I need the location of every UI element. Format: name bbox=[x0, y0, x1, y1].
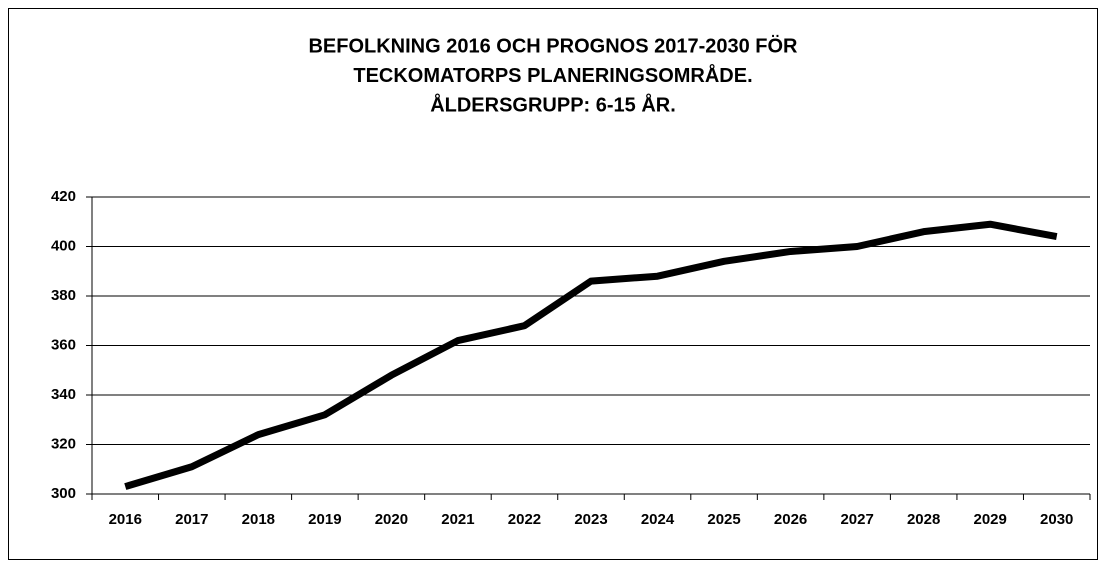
x-tick-label: 2025 bbox=[707, 511, 740, 528]
y-tick-label: 320 bbox=[51, 435, 76, 452]
chart-border bbox=[8, 8, 1098, 560]
x-tick-label: 2023 bbox=[574, 511, 607, 528]
x-tick-label: 2018 bbox=[242, 511, 275, 528]
x-tick-label: 2028 bbox=[907, 511, 940, 528]
x-tick-label: 2016 bbox=[109, 511, 142, 528]
x-tick-label: 2024 bbox=[641, 511, 675, 528]
chart-title: ÅLDERSGRUPP: 6-15 ÅR. bbox=[430, 92, 676, 116]
x-tick-label: 2022 bbox=[508, 511, 541, 528]
x-tick-label: 2030 bbox=[1040, 511, 1073, 528]
y-tick-label: 380 bbox=[51, 287, 76, 304]
y-tick-label: 340 bbox=[51, 386, 76, 403]
x-tick-label: 2029 bbox=[974, 511, 1007, 528]
y-tick-label: 300 bbox=[51, 485, 76, 502]
x-tick-label: 2021 bbox=[441, 511, 474, 528]
x-tick-label: 2019 bbox=[308, 511, 341, 528]
y-tick-label: 420 bbox=[51, 188, 76, 205]
chart-title: BEFOLKNING 2016 OCH PROGNOS 2017-2030 FÖ… bbox=[308, 34, 798, 57]
y-tick-label: 360 bbox=[51, 336, 76, 353]
chart-title: TECKOMATORPS PLANERINGSOMRÅDE. bbox=[353, 63, 752, 87]
x-tick-label: 2027 bbox=[840, 511, 873, 528]
x-tick-label: 2020 bbox=[375, 511, 408, 528]
y-tick-label: 400 bbox=[51, 237, 76, 254]
x-tick-label: 2017 bbox=[175, 511, 208, 528]
x-tick-label: 2026 bbox=[774, 511, 807, 528]
line-series bbox=[124, 220, 1058, 490]
